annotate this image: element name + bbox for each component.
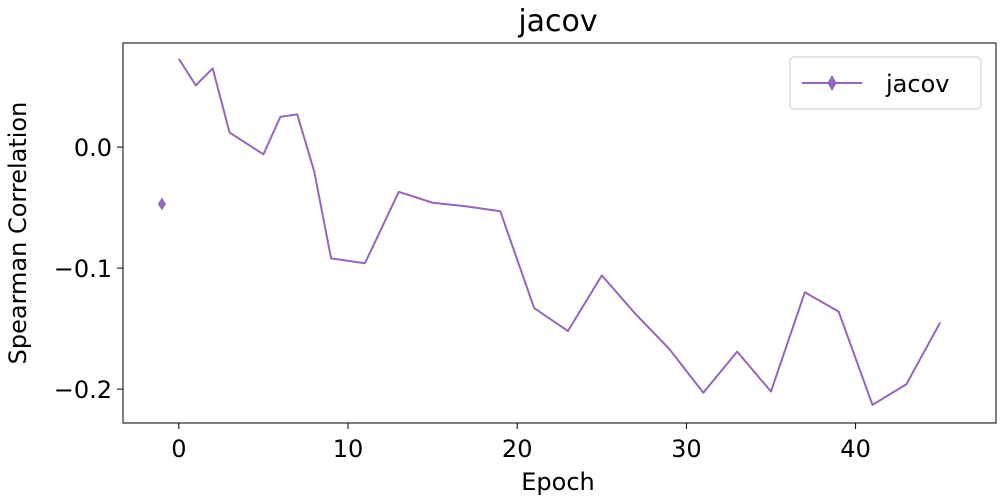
- y-axis: 0.0 −0.1 −0.2: [54, 134, 123, 404]
- legend: jacov: [789, 56, 982, 110]
- plot-frame: [122, 42, 997, 424]
- legend-label: jacov: [885, 70, 949, 98]
- plot-area: [122, 42, 997, 424]
- x-tick-label: 10: [333, 435, 364, 463]
- x-tick-label: 20: [502, 435, 533, 463]
- y-tick-label: 0.0: [74, 134, 112, 162]
- x-tick-label: 30: [671, 435, 702, 463]
- y-axis-label: Spearman Correlation: [4, 102, 32, 365]
- x-axis: 0 10 20 30 40: [171, 423, 871, 463]
- x-tick-label: 0: [171, 435, 186, 463]
- legend-marker: [827, 74, 837, 92]
- series-line: [177, 58, 942, 406]
- x-tick-label: 40: [840, 435, 871, 463]
- chart-title: jacov: [517, 4, 597, 39]
- legend-box: [789, 56, 982, 110]
- y-tick-label: −0.2: [54, 376, 112, 404]
- data-point-marker: [157, 197, 167, 211]
- x-axis-label: Epoch: [521, 468, 595, 496]
- y-tick-label: −0.1: [54, 255, 112, 283]
